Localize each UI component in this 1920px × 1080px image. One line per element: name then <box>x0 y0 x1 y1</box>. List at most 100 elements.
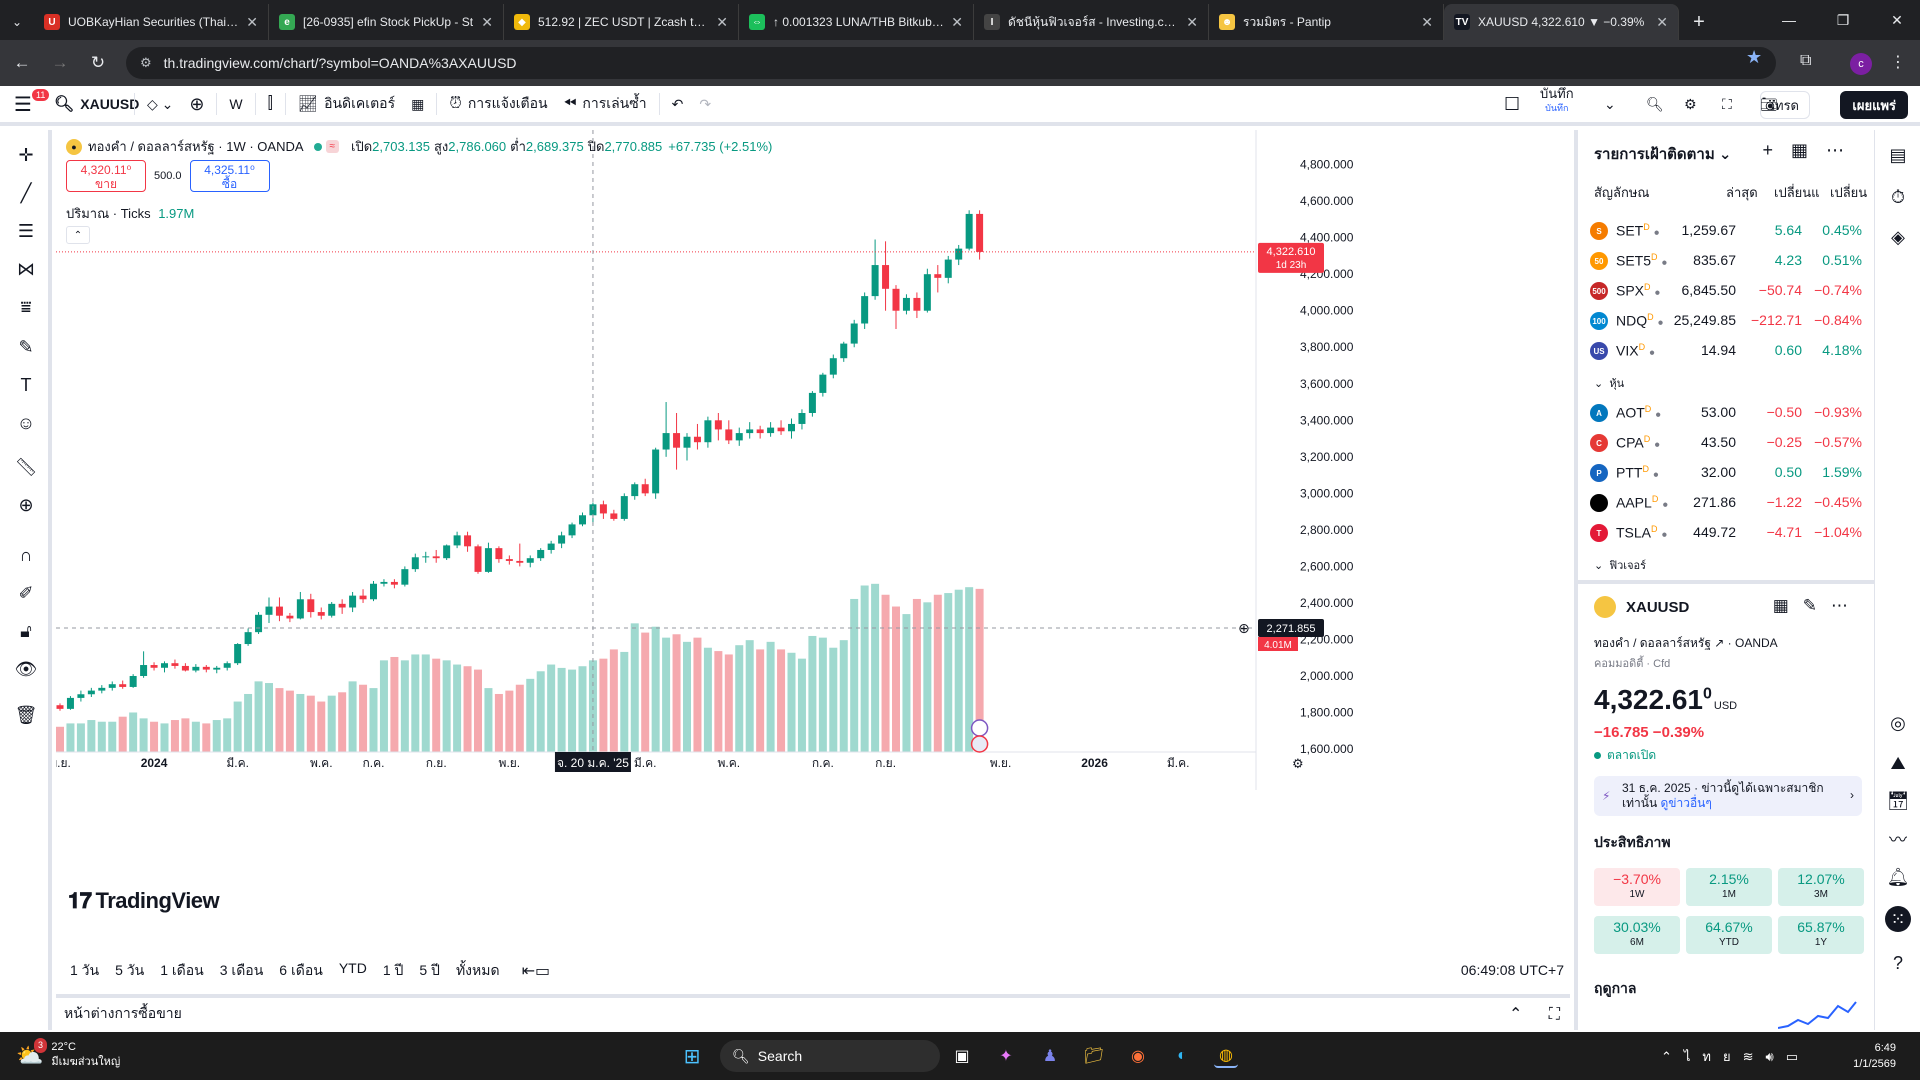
news-card[interactable]: ⚡ 31 ธ.ค. 2025 · ข่าวนี้ดูได้เฉพาะสมาชิก… <box>1594 776 1862 816</box>
fullscreen-button[interactable]: ⛶ <box>1714 86 1740 122</box>
col-change-pct[interactable]: เปลี่ยน <box>1830 185 1868 200</box>
eye-icon[interactable]: 👁︎ <box>14 658 38 679</box>
close-window-icon[interactable]: ✕ <box>1891 11 1903 28</box>
copilot-icon[interactable]: ✦ <box>999 1048 1013 1065</box>
replay-button[interactable]: ⏪︎ การเล่นซ้ำ <box>556 86 655 122</box>
close-tab-icon[interactable]: ✕ <box>1421 13 1433 30</box>
back-arrow-icon[interactable]: ← <box>13 53 31 72</box>
layout-button[interactable]: ☐ <box>1496 86 1528 122</box>
browser-tab[interactable]: ⇔ ↑ 0.001323 LUNA/THB Bitkub.co ✕ <box>739 4 974 40</box>
event-lightning-icon[interactable] <box>970 719 989 737</box>
range-button[interactable]: YTD <box>338 960 367 976</box>
wifi-icon[interactable]: ≋ <box>1742 1049 1766 1064</box>
symbol-search-button[interactable]: 🔍︎ XAUUSD <box>46 86 139 122</box>
section-futures[interactable]: ⌄ ฟิวเจอร์ <box>1594 560 1647 572</box>
brush-icon[interactable]: ✎ <box>18 336 34 357</box>
browser-tab[interactable]: e [26-0935] efin Stock PickUp - St ✕ <box>269 4 504 40</box>
forward-arrow-icon[interactable]: → <box>51 53 69 72</box>
layers-icon[interactable]: ◈ <box>1891 226 1905 247</box>
volume-label[interactable]: ปริมาณ · Ticks <box>66 206 151 221</box>
volume-icon[interactable]: 🔊︎ <box>1765 1049 1786 1064</box>
tray-chevron-icon[interactable]: ⌃ <box>1660 1049 1684 1064</box>
external-link-icon[interactable]: ↗ · <box>1714 636 1735 650</box>
emoji-icon[interactable]: ☺ <box>16 412 36 433</box>
axis-settings-icon[interactable]: ⚙ <box>1292 756 1304 771</box>
teams-icon[interactable]: ♟ <box>1042 1048 1058 1065</box>
economic-event-flag-icon[interactable] <box>970 735 989 753</box>
browser-tab[interactable]: TV XAUUSD 4,322.610 ▼ −0.39% ✕ <box>1444 4 1679 40</box>
range-button[interactable]: 1 ปี <box>382 962 404 978</box>
more-icon[interactable]: ⋯ <box>1831 596 1862 615</box>
table-view-icon[interactable]: ▦ <box>1790 140 1826 160</box>
minimize-icon[interactable]: — <box>1782 12 1796 28</box>
undo-button[interactable]: ↶ <box>664 86 692 122</box>
alerts-button[interactable]: ⏰︎ การแจ้งเตือน <box>441 86 555 122</box>
maximize-icon[interactable]: ⛶ <box>1548 1006 1560 1023</box>
browser-menu-icon[interactable]: ⋮ <box>1890 54 1906 71</box>
battery-icon[interactable]: ▭ <box>1785 1049 1810 1064</box>
fib-icon[interactable]: ⩸ <box>20 296 32 317</box>
save-dropdown[interactable]: ⌄ <box>1596 86 1624 122</box>
performance-cell[interactable]: 65.87% 1Y <box>1778 916 1864 954</box>
snapshot-button[interactable]: 📷︎ <box>1752 86 1786 122</box>
performance-cell[interactable]: 64.67% YTD <box>1686 916 1772 954</box>
ideas-icon[interactable]: ⛰ <box>1890 752 1906 773</box>
range-button[interactable]: 5 ปี <box>419 962 440 978</box>
windows-start-icon[interactable]: ⊞ <box>683 1045 701 1068</box>
sell-button[interactable]: 4,320.11⁰ ขาย <box>66 160 146 192</box>
watchlist-row[interactable]: AAPLD ● 271.86 −1.22 −0.45% <box>1590 488 1866 518</box>
section-stocks[interactable]: ⌄ หุ้น <box>1594 378 1625 390</box>
chrome-icon[interactable]: ◍ <box>1214 1044 1238 1068</box>
trading-panel-label[interactable]: หน้าต่างการซื้อขาย <box>64 1005 182 1021</box>
grid-icon[interactable]: ▦ <box>1772 596 1803 615</box>
browser-tab[interactable]: ☻ รวมมิตร - Pantip ✕ <box>1209 4 1444 40</box>
performance-cell[interactable]: 30.03% 6M <box>1594 916 1680 954</box>
close-tab-icon[interactable]: ✕ <box>951 13 963 30</box>
edge-icon[interactable]: ◐ <box>1177 1047 1187 1064</box>
trade-button[interactable]: เทรด <box>1759 91 1810 119</box>
watchlist-row[interactable]: A AOTD ● 53.00 −0.50 −0.93% <box>1590 398 1866 428</box>
range-button[interactable]: 1 วัน <box>70 962 100 978</box>
watchlist-icon[interactable]: ▤ <box>1889 144 1907 165</box>
col-change[interactable]: เปลี่ยนแ <box>1774 185 1820 200</box>
profile-avatar[interactable]: c <box>1850 53 1872 75</box>
pattern-icon[interactable]: ⋈ <box>17 258 35 279</box>
zoom-in-icon[interactable]: ⊕ <box>18 494 34 515</box>
performance-cell[interactable]: 12.07% 3M <box>1778 868 1864 906</box>
range-button[interactable]: 3 เดือน <box>219 962 264 978</box>
browser-tab[interactable]: ◆ 512.92 | ZEC USDT | Zcash to US ✕ <box>504 4 739 40</box>
detail-exchange[interactable]: OANDA <box>1735 636 1778 650</box>
reload-icon[interactable]: ↻ <box>90 53 106 72</box>
detail-symbol[interactable]: XAUUSD <box>1626 598 1690 616</box>
site-info-icon[interactable]: ⚙ <box>140 55 152 70</box>
taskbar-search[interactable]: 🔍︎ Search <box>720 1040 940 1072</box>
lock-icon[interactable]: 🔓︎ <box>20 620 32 641</box>
tab-search-chevron-icon[interactable]: ⌄ <box>11 15 23 29</box>
watchlist-row[interactable]: S SETD ● 1,259.67 5.64 0.45% <box>1590 216 1866 246</box>
calendar-icon[interactable]: 📅︎ <box>1886 790 1910 811</box>
performance-cell[interactable]: 2.15% 1M <box>1686 868 1772 906</box>
watchlist-row[interactable]: P PTTD ● 32.00 0.50 1.59% <box>1590 458 1866 488</box>
help-icon[interactable]: ? <box>1892 952 1903 973</box>
performance-cell[interactable]: −3.70% 1W <box>1594 868 1680 906</box>
browser-tab[interactable]: U UOBKayHian Securities (Thailan ✕ <box>34 4 269 40</box>
range-button[interactable]: 5 วัน <box>115 962 145 978</box>
price-chart[interactable]: 1,600.0001,800.0002,000.0002,200.0002,40… <box>56 130 1570 950</box>
symbol-type-dropdown[interactable]: ◇ ⌄ <box>139 86 181 122</box>
bell-icon[interactable]: 🔔︎ <box>1886 866 1910 887</box>
url-input[interactable]: ⚙ th.tradingview.com/chart/?symbol=OANDA… <box>126 47 1776 79</box>
more-icon[interactable]: ⋯ <box>1826 140 1862 160</box>
close-tab-icon[interactable]: ✕ <box>246 13 258 30</box>
buy-button[interactable]: 4,325.11⁰ ซื้อ <box>189 160 270 192</box>
pulse-icon[interactable]: 〰 <box>1889 830 1907 850</box>
close-tab-icon[interactable]: ✕ <box>716 13 728 30</box>
watchlist-row[interactable]: 500 SPXD ● 6,845.50 −50.74 −0.74% <box>1590 276 1866 306</box>
crosshair-icon[interactable]: ✛ <box>18 144 34 165</box>
redo-button[interactable]: ↷ <box>691 86 719 122</box>
chevron-up-icon[interactable]: ⌃ <box>1508 1006 1523 1023</box>
chart-area[interactable]: 1,600.000 1,800.000 2,000.000 2,200.000 2,40… <box>56 130 1570 950</box>
horizontal-lines-icon[interactable]: ☰ <box>17 220 35 241</box>
compare-symbol-button[interactable]: ⊕ <box>181 86 212 122</box>
lock-pencil-icon[interactable]: ✐ <box>18 582 34 603</box>
watchlist-row[interactable]: 100 NDQD ● 25,249.85 −212.71 −0.84% <box>1590 306 1866 336</box>
